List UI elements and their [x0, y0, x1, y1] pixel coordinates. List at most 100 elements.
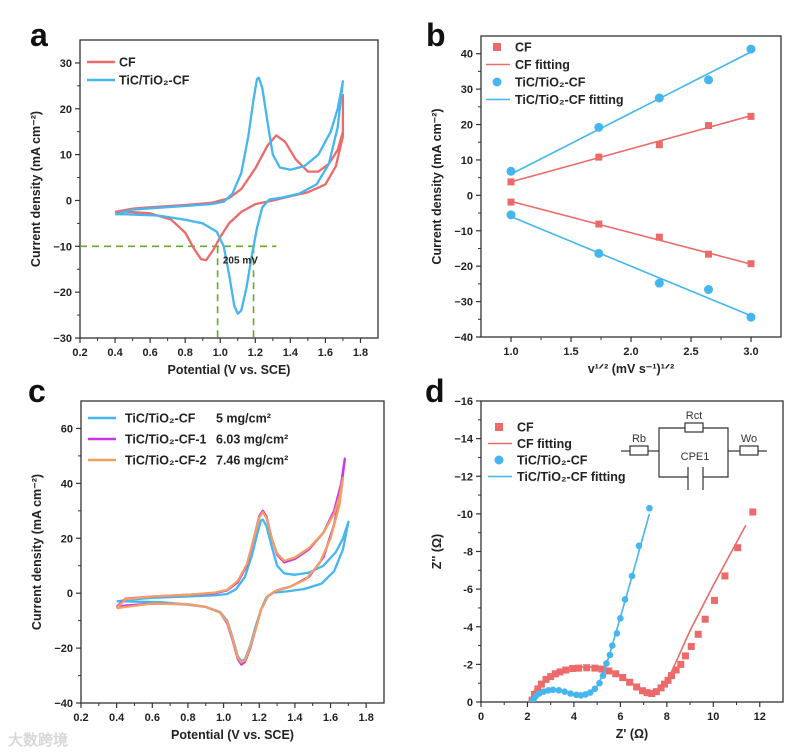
legend-swatch: [495, 423, 503, 431]
series-tic-tio-cf-point: [646, 504, 653, 512]
x-tick-label: 0.6: [145, 712, 160, 724]
panel-label-a: a: [30, 17, 48, 53]
x-tick-label: 2: [524, 711, 530, 723]
y-tick-label: 0: [467, 697, 473, 709]
y-tick-label: 0: [467, 190, 473, 202]
chart-panel-c: 0.2 0.4 0.6 0.8 1.0 1.2 1.4 1.6 1.8 −40 −20 0 20 40 60…: [30, 400, 385, 742]
series-cf-point: [547, 673, 555, 681]
x-tick-label: 1.8: [353, 347, 368, 359]
y-tick-label: −14: [454, 434, 474, 446]
series-tic-tio-cf-fitting-cathodic: [510, 215, 752, 317]
series-cf-point: [655, 233, 663, 241]
y-tick-label: −30: [53, 333, 72, 345]
y-tick-label: 40: [461, 49, 473, 61]
plot-area: [80, 76, 345, 338]
panel-label-c: c: [28, 373, 46, 409]
series-cf-fitting: [529, 524, 747, 702]
series-cf-point: [657, 684, 665, 692]
y-tick-label: 20: [61, 533, 73, 545]
series-tic-tio-cf-point: [704, 75, 714, 85]
series-cf-point: [681, 652, 689, 660]
x-axis-title: v¹ᐟ² (mV s⁻¹)¹ᐟ²: [588, 362, 675, 376]
series-cf-point: [749, 508, 757, 516]
legend-swatch: [494, 455, 504, 465]
y-tick-label: 30: [461, 84, 473, 96]
series-cf-point: [721, 572, 729, 580]
series-tic-tio-cf-point: [594, 122, 604, 132]
y-tick-label: −40: [454, 332, 473, 344]
legend-label: CF: [119, 56, 136, 70]
y-tick-label: 10: [60, 150, 72, 162]
y-tick-label: −12: [454, 471, 473, 483]
chart-panel-b: 1.0 1.5 2.0 2.5 3.0 −40 −30 −20 −10 0 10 20 30 40 v¹ᐟ²…: [430, 35, 782, 376]
y-tick-label: 10: [461, 155, 473, 167]
y-tick-label: 60: [61, 423, 73, 435]
y-tick-label: −30: [454, 297, 473, 309]
legend-label: TiC/TiO₂-CF-1: [125, 433, 207, 447]
series-tic-tio-cf-point: [654, 278, 664, 288]
x-tick-label: 1.8: [359, 712, 374, 724]
x-tick-label: 12: [754, 711, 766, 723]
x-tick-label: 1.2: [248, 347, 263, 359]
y-axis-title: Current density (mA cm⁻²): [430, 108, 444, 264]
x-tick-label: 1.6: [318, 347, 333, 359]
y-tick-label: -8: [463, 547, 473, 559]
series-cf-point: [694, 630, 702, 638]
series-cf-point: [705, 250, 713, 258]
x-axis-title: Potential (V vs. SCE): [168, 363, 291, 377]
y-tick-label: -10: [457, 509, 473, 521]
y-tick-label: 20: [60, 104, 72, 116]
plot-area: [115, 457, 350, 666]
series-cf-point: [598, 665, 606, 673]
panel-label-b: b: [426, 17, 446, 53]
legend-label: CF fitting: [517, 437, 572, 451]
plot-frame: [79, 39, 379, 339]
legend-swatch: [493, 43, 501, 51]
x-tick-label: 10: [707, 711, 719, 723]
plot-frame: [80, 400, 385, 704]
x-axis-title: Z' (Ω): [616, 727, 648, 741]
y-tick-label: -6: [463, 584, 473, 596]
series-cf-point: [667, 672, 675, 680]
series-tic-tio-cf-point: [506, 166, 516, 176]
legend-label: CF: [517, 421, 534, 435]
series-cf-point: [655, 141, 663, 149]
series-tic-tio-cf-fitting-anodic: [510, 51, 752, 175]
x-tick-label: 4: [571, 711, 578, 723]
x-tick-label: 2.5: [683, 346, 698, 358]
x-tick-label: 0.2: [73, 712, 88, 724]
y-tick-label: −10: [454, 226, 473, 238]
x-tick-label: 0.4: [109, 712, 125, 724]
y-tick-label: -2: [463, 659, 473, 671]
series-cf-point: [551, 670, 559, 678]
series-cf-point: [710, 596, 718, 604]
x-tick-label: 1.4: [287, 712, 303, 724]
series-tic-tio-cf-line: [114, 76, 345, 315]
resistor-rct: [684, 422, 704, 433]
series-cf-point: [677, 660, 685, 668]
series-cf-point: [701, 615, 709, 623]
series-cf-point: [664, 676, 672, 684]
x-tick-label: 8: [664, 711, 670, 723]
y-tick-label: −20: [54, 643, 73, 655]
plot-frame: [480, 400, 784, 703]
legend-label: TiC/TiO₂-CF: [515, 76, 586, 90]
circuit-label-rb: Rb: [632, 433, 646, 445]
x-tick-label: 1.0: [503, 346, 518, 358]
x-tick-label: 1.0: [213, 347, 228, 359]
series-cf-point: [583, 664, 591, 672]
legend-label: TiC/TiO₂-CF: [119, 74, 190, 88]
y-axis-title: Z'' (Ω): [430, 534, 444, 569]
series-tic-tio-cf-2-line: [115, 476, 345, 664]
series-cf-fitting-anodic: [510, 114, 752, 183]
chart-panel-d: 0 2 4 6 8 10 12 0 -2 -4 -6 -8 -10 −12 −14 −16 Z' (Ω) Z'' …: [430, 396, 784, 741]
series-cf-point: [534, 685, 542, 693]
resistor-rb: [629, 445, 649, 456]
x-axis-title: Potential (V vs. SCE): [171, 728, 294, 742]
y-axis-title: Current density (mA cm⁻²): [30, 474, 44, 630]
x-tick-label: 2.0: [623, 346, 638, 358]
legend-loading: 6.03 mg/cm²: [216, 433, 288, 447]
x-tick-label: 0.6: [142, 347, 157, 359]
y-tick-label: 0: [67, 588, 73, 600]
circuit-label-cpe1: CPE1: [681, 451, 710, 463]
